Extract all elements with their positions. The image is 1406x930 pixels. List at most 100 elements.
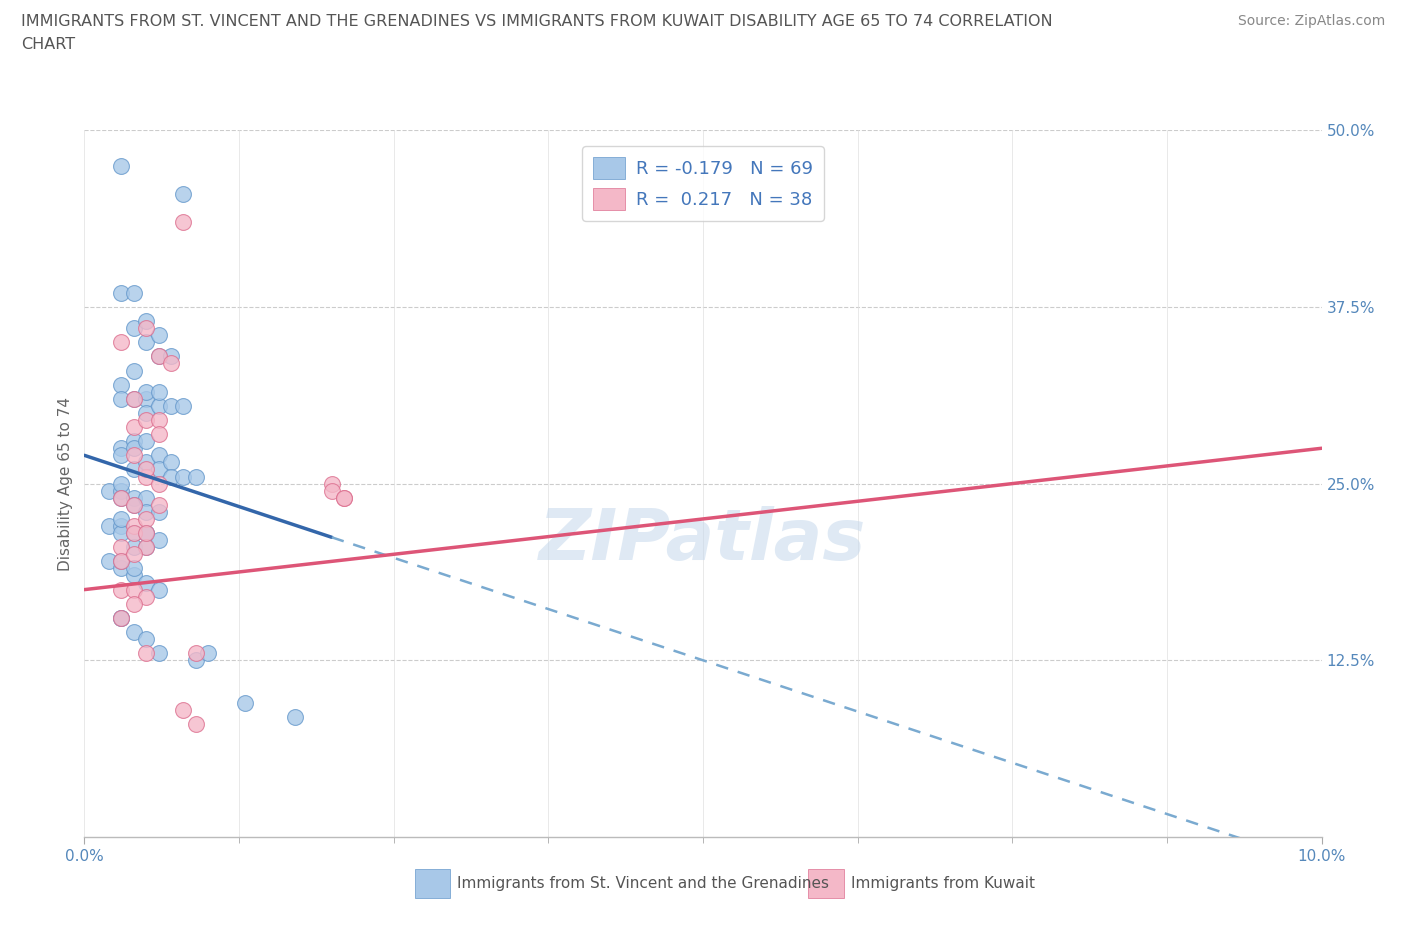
Point: [197, 645, 219, 660]
Point: [160, 469, 183, 484]
Point: [122, 525, 145, 540]
Point: [135, 392, 157, 406]
Point: [110, 554, 132, 569]
Point: [284, 710, 307, 724]
Point: [135, 575, 157, 590]
Point: [110, 539, 132, 554]
Point: [148, 462, 170, 477]
Point: [172, 469, 194, 484]
Point: [135, 469, 157, 484]
Point: [135, 512, 157, 526]
Point: [98, 519, 121, 534]
Point: [135, 462, 157, 477]
Point: [122, 582, 145, 597]
Point: [110, 448, 132, 463]
Point: [184, 653, 207, 668]
Point: [135, 645, 157, 660]
Point: [122, 596, 145, 611]
Point: [148, 533, 170, 548]
Point: [333, 490, 356, 505]
Point: [122, 498, 145, 512]
Point: [110, 561, 132, 576]
Point: [122, 525, 145, 540]
Point: [160, 398, 183, 413]
Y-axis label: Disability Age 65 to 74: Disability Age 65 to 74: [58, 396, 73, 571]
Point: [122, 568, 145, 583]
Point: [135, 539, 157, 554]
Point: [333, 490, 356, 505]
Point: [135, 539, 157, 554]
Point: [321, 476, 343, 491]
Point: [110, 335, 132, 350]
Text: Source: ZipAtlas.com: Source: ZipAtlas.com: [1237, 14, 1385, 28]
FancyBboxPatch shape: [415, 869, 450, 898]
Point: [98, 554, 121, 569]
Point: [110, 378, 132, 392]
Text: IMMIGRANTS FROM ST. VINCENT AND THE GRENADINES VS IMMIGRANTS FROM KUWAIT DISABIL: IMMIGRANTS FROM ST. VINCENT AND THE GREN…: [21, 14, 1053, 29]
Point: [172, 186, 194, 201]
Point: [148, 349, 170, 364]
Point: [122, 448, 145, 463]
Point: [135, 525, 157, 540]
Point: [148, 645, 170, 660]
Point: [184, 469, 207, 484]
Point: [135, 413, 157, 428]
Point: [148, 327, 170, 342]
Point: [135, 525, 157, 540]
Point: [135, 490, 157, 505]
Point: [122, 539, 145, 554]
Point: [135, 590, 157, 604]
Point: [135, 313, 157, 328]
FancyBboxPatch shape: [808, 869, 844, 898]
Point: [148, 476, 170, 491]
Point: [122, 392, 145, 406]
Point: [135, 384, 157, 399]
Point: [135, 321, 157, 336]
Text: CHART: CHART: [21, 37, 75, 52]
Point: [110, 512, 132, 526]
Legend: R = -0.179   N = 69, R =  0.217   N = 38: R = -0.179 N = 69, R = 0.217 N = 38: [582, 146, 824, 221]
Point: [122, 625, 145, 640]
Point: [110, 490, 132, 505]
Point: [135, 433, 157, 448]
Point: [148, 384, 170, 399]
Point: [122, 547, 145, 562]
Point: [172, 398, 194, 413]
Point: [122, 462, 145, 477]
Point: [148, 398, 170, 413]
Text: Immigrants from St. Vincent and the Grenadines: Immigrants from St. Vincent and the Gren…: [457, 876, 830, 892]
Point: [122, 363, 145, 378]
Point: [172, 702, 194, 717]
Point: [184, 645, 207, 660]
Point: [122, 498, 145, 512]
Point: [122, 419, 145, 434]
Point: [110, 525, 132, 540]
Point: [122, 433, 145, 448]
Point: [110, 158, 132, 173]
Point: [160, 455, 183, 470]
Point: [135, 455, 157, 470]
Text: ZIPatlas: ZIPatlas: [540, 506, 866, 575]
Point: [148, 413, 170, 428]
Point: [135, 631, 157, 646]
Point: [110, 476, 132, 491]
Point: [110, 610, 132, 625]
Point: [148, 504, 170, 519]
Point: [110, 519, 132, 534]
Point: [110, 554, 132, 569]
Point: [122, 392, 145, 406]
Point: [233, 696, 256, 711]
Point: [184, 716, 207, 731]
Point: [160, 349, 183, 364]
Point: [110, 441, 132, 456]
Point: [135, 525, 157, 540]
Point: [110, 484, 132, 498]
Point: [122, 441, 145, 456]
Point: [321, 484, 343, 498]
Point: [160, 356, 183, 371]
Point: [98, 484, 121, 498]
Point: [148, 582, 170, 597]
Point: [122, 519, 145, 534]
Point: [148, 448, 170, 463]
Point: [110, 610, 132, 625]
